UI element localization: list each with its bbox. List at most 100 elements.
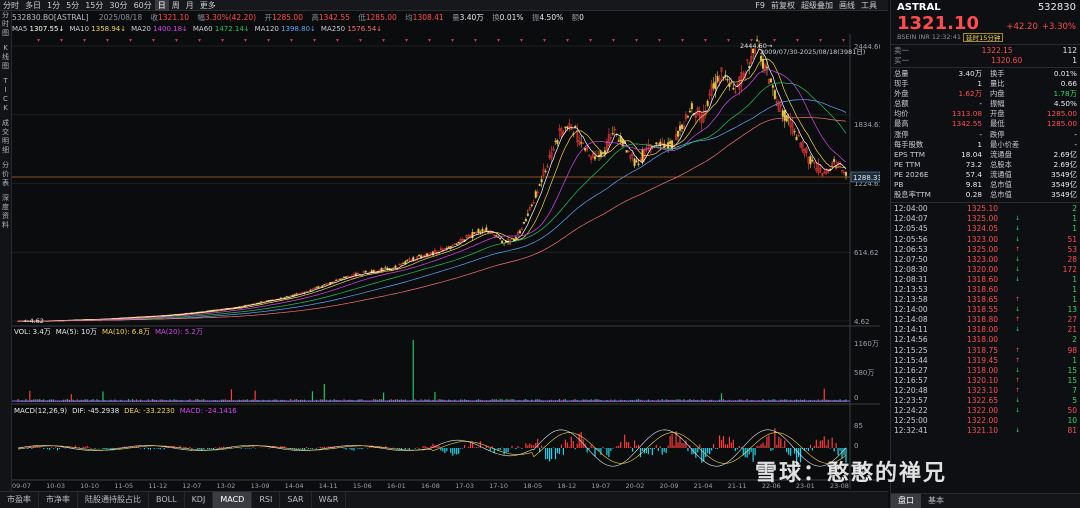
tick-volume: 1 [1072,214,1077,224]
tick-row: 12:13:58 1318.65 ↑ 1 [891,295,1080,305]
macd-bar [807,448,810,451]
toolbar-item[interactable]: 超级叠加 [801,0,833,10]
left-nav-char: K [3,44,8,52]
volume-legend-item: MA(10): 6.8万 [102,328,150,336]
indicator-tab[interactable]: 市净率 [39,492,78,508]
period-tab[interactable]: 多日 [25,0,41,10]
tick-time: 12:13:53 [894,284,928,294]
ma-value: 1472.14↓ [214,25,250,33]
toolbar-item[interactable]: 画线 [839,0,855,10]
panel-tab[interactable]: 盘口 [891,494,921,508]
period-tab[interactable]: 60分 [133,0,152,10]
macd-bar [657,448,659,451]
macd-bar [649,448,651,450]
indicator-tab[interactable]: 陆股通持股占比 [78,492,149,508]
candle-body [453,243,456,245]
macd-bar [703,448,705,462]
date-tick-label: 15-06 [353,482,372,490]
panel-tab[interactable]: 基本 [928,496,944,505]
candle-body [576,129,579,143]
candle-body [394,265,397,268]
candle-body [625,150,628,153]
stat-label: 涨停 [894,129,909,139]
tick-row: 12:04:00 1325.10 2 [891,204,1080,214]
period-tab[interactable]: 月 [185,0,194,10]
candle-body [823,171,826,174]
indicator-tab[interactable]: KDJ [185,492,214,508]
stat-label: 外盘 [894,89,909,99]
indicator-tab[interactable]: MACD [213,492,253,508]
macd-bar [620,441,622,448]
macd-bar [837,448,839,456]
candle-body [443,248,446,250]
macd-bar [671,433,673,448]
macd-bar [361,448,363,450]
indicator-tab[interactable]: SAR [280,492,312,508]
toolbar-item[interactable]: 前复权 [771,0,795,10]
event-marker: ▾ [796,37,799,44]
candle-body [372,269,375,273]
left-nav-item[interactable]: 分时图 [0,11,11,38]
candle-body [260,301,263,303]
macd-bar [578,434,580,448]
tick-volume: 5 [1072,396,1077,405]
date-tick-label: 20-02 [626,482,645,490]
candle-body [663,143,666,148]
tick-list[interactable]: 12:04:00 1325.10 2 12:04:07 1325.00 ↓ 1 12:05:4… [891,202,1080,436]
left-nav-item[interactable]: 深度资料 [0,194,11,230]
period-tab[interactable]: 15分 [85,0,104,10]
volume-bar [720,393,723,402]
indicator-tab[interactable]: BOLL [149,492,185,508]
toolbar-item[interactable]: F9 [755,0,765,10]
candle-body [481,229,484,232]
low-value: 1285.00 [365,13,397,22]
period-tab[interactable]: 30分 [109,0,128,10]
left-nav-item[interactable]: 分价表 [0,161,11,188]
left-nav-char: 料 [2,221,9,229]
macd-bar [588,448,590,450]
ma-line [18,99,847,322]
toolbar-item[interactable]: 工具 [861,0,877,10]
left-nav-item[interactable]: 成交明细 [0,119,11,155]
tick-time: 12:25:00 [894,416,928,426]
candle-body [447,246,450,248]
tick-arrow: ↓ [1014,275,1021,283]
tick-row: 12:14:56 1318.00 2 [891,335,1080,345]
candle-body [499,237,502,240]
candle-body [305,290,308,293]
macd-bar [477,447,480,448]
period-tab[interactable]: 5分 [66,0,80,10]
volume-bar [412,340,414,402]
tick-arrow: ↓ [1014,306,1021,314]
indicator-tab[interactable]: RSI [252,492,281,508]
period-tab[interactable]: 更多 [199,0,216,10]
event-marker: ▾ [520,37,523,44]
tick-row: 12:08:31 1318.60 ↓ 1 [891,275,1080,285]
indicator-tab[interactable]: W&R [312,492,347,508]
kline-chart[interactable]: 2444.60 1834.61 1224.61 614.62 4.62 1288.33 20… [12,34,880,490]
candle-body [714,81,717,89]
stat-value: 0.66 [1060,79,1077,89]
period-tab[interactable]: 分时 [3,0,19,10]
tick-arrow: ↑ [1014,296,1021,304]
macd-bar [50,447,53,448]
stat-row: 外盘 1.62万 内盘 1.78万 [891,89,1080,99]
macd-bar [709,448,711,455]
indicator-tab[interactable]: 市盈率 [0,492,39,508]
left-nav-char: 交 [2,128,9,136]
macd-bar [525,443,527,448]
candle-body [819,167,822,173]
period-tab[interactable]: 1分 [47,0,61,10]
tick-arrow: ↑ [1014,356,1021,364]
macd-bar [695,448,697,458]
ma-value: 1358.94↓ [91,25,127,33]
macd-bar [716,448,719,449]
period-tab[interactable]: 日 [154,0,169,11]
candle-body [582,142,585,144]
stat-row: EPS TTM 18.04 流通盘 2.69亿 [891,150,1080,160]
period-tab[interactable]: 周 [171,0,180,10]
event-marker: ▾ [336,37,339,44]
date-tick-label: 12-07 [182,482,201,490]
